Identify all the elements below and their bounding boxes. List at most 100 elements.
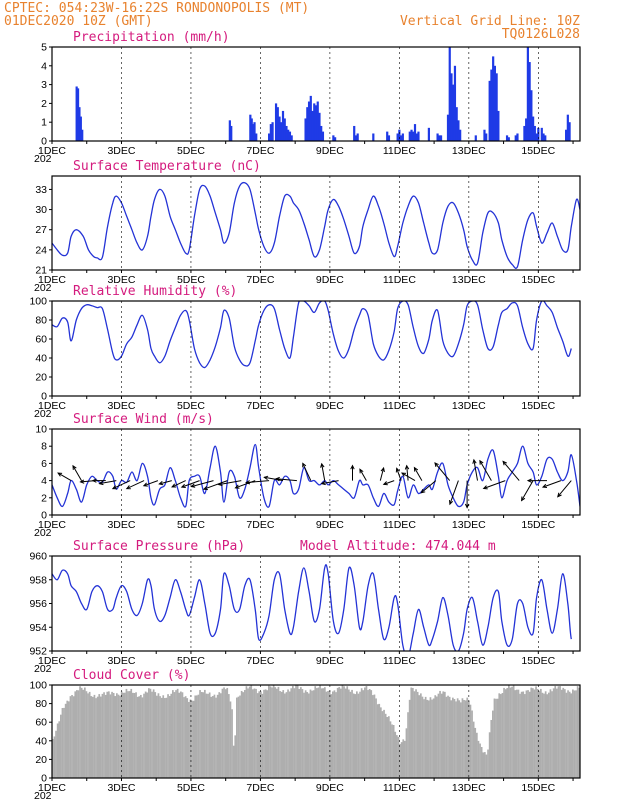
cloud-cover-bar xyxy=(80,687,83,778)
x-year-stub: 202 xyxy=(34,527,52,539)
cloud-cover-bar xyxy=(146,692,149,778)
cloud-cover-bar xyxy=(108,691,110,778)
panel-frame xyxy=(51,684,581,779)
cloud-cover-bar xyxy=(471,710,473,778)
cloud-cover-bar xyxy=(383,709,385,778)
cloud-cover-bar xyxy=(292,685,294,778)
x-tick-label: 7DEC xyxy=(246,400,274,412)
cloud-cover-bar xyxy=(532,688,534,778)
cloud-cover-bar xyxy=(53,736,56,778)
cloud-cover-bar xyxy=(253,688,256,778)
cloud-cover-bar xyxy=(120,691,123,778)
cloud-cover-bar xyxy=(172,690,174,778)
cloud-cover-bar xyxy=(487,749,489,778)
cloud-cover-bar xyxy=(175,690,177,778)
panel-title: Cloud Cover (%) xyxy=(73,668,190,683)
precip-bar xyxy=(568,122,571,141)
wind-vector-head xyxy=(413,466,419,472)
cloud-cover-bar xyxy=(530,687,533,778)
cloud-cover-bar xyxy=(208,692,211,778)
wind-vector xyxy=(263,475,284,482)
wind-vector xyxy=(502,460,520,481)
precip-bar xyxy=(492,56,495,141)
panel-frame xyxy=(51,555,581,652)
precip-bar xyxy=(271,122,274,141)
cloud-cover-bar xyxy=(98,694,101,778)
cloud-cover-bar xyxy=(442,691,445,778)
cloud-cover-bar xyxy=(524,694,526,778)
wind-vector-head xyxy=(202,485,208,491)
cloud-cover-bar xyxy=(301,689,304,778)
precip-bar xyxy=(532,116,535,141)
cloud-cover-bar xyxy=(52,738,54,778)
cloud-cover-bar xyxy=(285,692,288,778)
cloud-cover-bar xyxy=(381,711,384,778)
cloud-cover-bar xyxy=(260,691,262,778)
cloud-cover-bar xyxy=(157,693,160,778)
wind-vector-shaft xyxy=(321,480,339,485)
cloud-cover-bar xyxy=(207,693,209,778)
cloud-cover-bar xyxy=(176,688,179,778)
cloud-cover-bar xyxy=(231,709,233,778)
cloud-cover-bar xyxy=(151,691,153,778)
cloud-cover-bar xyxy=(240,690,243,778)
cloud-cover-bar xyxy=(319,685,321,778)
panel-annotation: Model Altitude: 474.044 m xyxy=(300,539,496,554)
precip-bar xyxy=(505,135,509,141)
cloud-cover-bar xyxy=(122,692,125,778)
cloud-cover-bar xyxy=(330,694,333,778)
cloud-cover-bar xyxy=(421,696,424,778)
wind-vector-shaft xyxy=(449,480,459,505)
cloud-cover-bar xyxy=(234,735,237,778)
y-tick-label: 40 xyxy=(35,735,47,747)
cloud-cover-bar xyxy=(104,694,107,778)
header-location: CPTEC: 054:23W-16:22S RONDONOPOLIS (MT) xyxy=(4,1,309,16)
wind-vector xyxy=(320,462,326,481)
cloud-cover-bar xyxy=(159,696,161,778)
cloud-cover-bar xyxy=(501,693,504,778)
cloud-cover-bar xyxy=(202,692,205,778)
x-tick-label: 9DEC xyxy=(316,274,344,286)
y-tick-label: 27 xyxy=(35,224,47,236)
cloud-cover-bar xyxy=(431,699,433,778)
cloud-cover-bar xyxy=(117,694,120,778)
cloud-cover-bar xyxy=(64,703,67,778)
wind-vector-head xyxy=(320,462,325,468)
x-tick-label: 5DEC xyxy=(177,274,205,286)
precip-bar xyxy=(387,135,391,141)
wind-vector xyxy=(464,480,470,509)
y-tick-label: 0 xyxy=(41,773,47,785)
cloud-cover-bar xyxy=(404,740,406,778)
cloud-cover-bar xyxy=(244,690,246,778)
y-tick-label: 60 xyxy=(35,334,47,346)
y-tick-label: 960 xyxy=(29,551,47,563)
header-model-id: TQ0126L028 xyxy=(502,27,580,42)
cloud-cover-bar xyxy=(448,696,451,778)
wind-vector-shaft xyxy=(143,480,159,487)
cloud-cover-bar xyxy=(400,742,403,778)
cloud-cover-bar xyxy=(332,691,334,778)
x-tick-label: 1DEC xyxy=(38,400,66,412)
x-tick-label: 15DEC xyxy=(521,145,555,157)
cloud-cover-bar xyxy=(357,693,360,778)
x-tick-label: 11DEC xyxy=(383,519,416,531)
wind-vector xyxy=(479,459,492,481)
cloud-cover-bar xyxy=(516,689,518,778)
cloud-cover-bar xyxy=(250,685,253,778)
cloud-cover-bar xyxy=(106,691,109,778)
wind-vector-shaft xyxy=(521,480,534,501)
cloud-cover-bar xyxy=(552,688,555,778)
cloud-cover-bar xyxy=(362,690,365,778)
wind-vector xyxy=(72,464,82,481)
cloud-cover-bar xyxy=(356,691,358,778)
cloud-cover-bar xyxy=(247,688,249,778)
x-tick-label: 3DEC xyxy=(107,519,135,531)
cloud-cover-bar xyxy=(309,689,312,778)
y-tick-label: 952 xyxy=(29,646,47,658)
x-tick-label: 5DEC xyxy=(177,145,205,157)
wind-vector-head xyxy=(91,478,97,483)
cloud-cover-bar xyxy=(220,693,222,778)
wind-vector-head xyxy=(359,468,364,474)
precip-bar xyxy=(474,135,477,141)
y-tick-label: 1 xyxy=(41,117,47,129)
